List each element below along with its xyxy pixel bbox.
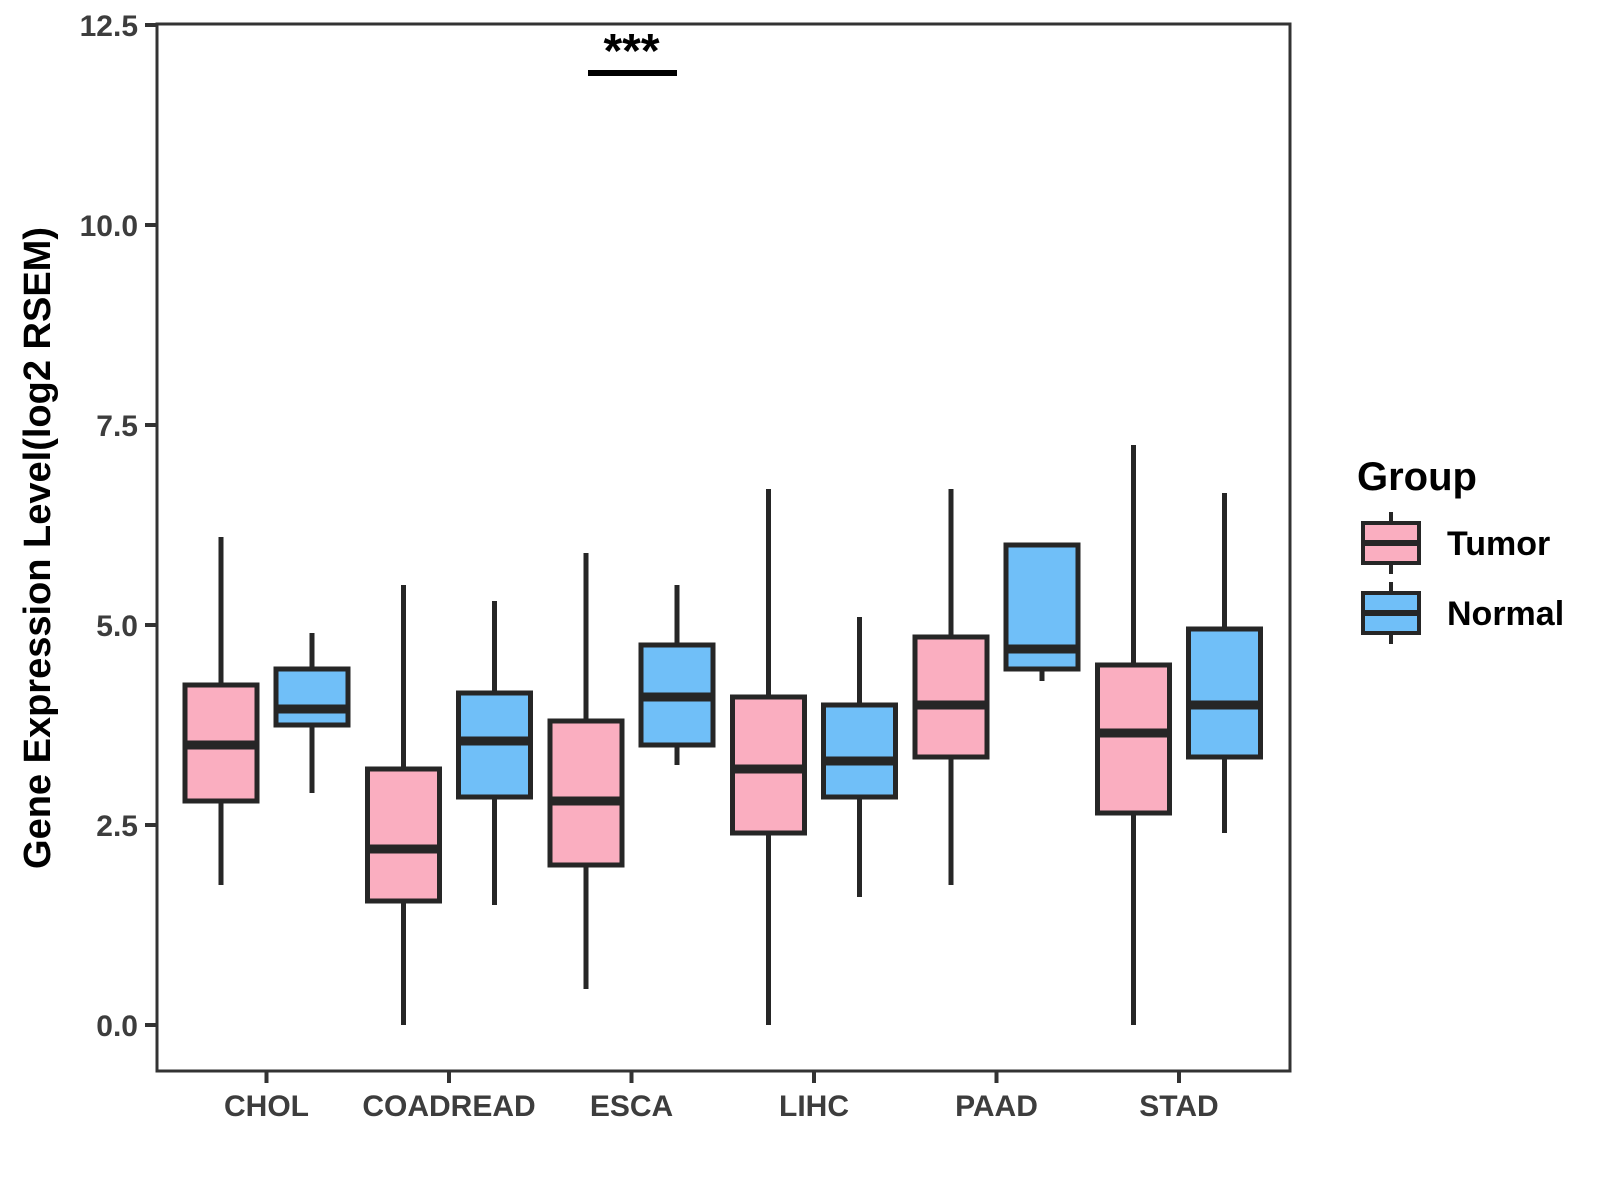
box-COADREAD-Normal: [456, 601, 533, 905]
y-axis-title: Gene Expression Level(log2 RSEM): [17, 227, 59, 869]
iqr-box-PAAD-Tumor: [912, 634, 990, 760]
iqr-box-LIHC-Normal: [821, 702, 898, 800]
legend-label-normal: Normal: [1447, 595, 1564, 633]
iqr-box-STAD-Tumor: [1095, 662, 1172, 816]
legend-title: Group: [1357, 455, 1477, 499]
y-axis-tick-label-10.0: 10.0: [80, 210, 138, 243]
box-LIHC-Normal: [821, 617, 898, 897]
box-ESCA-Tumor: [547, 553, 625, 989]
significance-label: ***: [603, 25, 659, 78]
iqr-box-CHOL-Normal: [273, 666, 351, 728]
x-axis-label-LIHC: LIHC: [779, 1090, 849, 1123]
box-CHOL-Normal: [273, 633, 351, 793]
y-axis-tick-label-0.0: 0.0: [96, 1010, 138, 1043]
x-axis-label-PAAD: PAAD: [955, 1090, 1038, 1123]
iqr-box-STAD-Normal: [1186, 626, 1263, 760]
panel-border: [155, 22, 1292, 1073]
y-axis-tick-label-7.5: 7.5: [96, 410, 138, 443]
box-PAAD-Tumor: [912, 489, 990, 885]
y-axis-tick-label-5.0: 5.0: [96, 610, 138, 643]
box-COADREAD-Tumor: [365, 585, 442, 1025]
box-STAD-Normal: [1186, 493, 1263, 833]
box-CHOL-Tumor: [182, 537, 260, 885]
y-axis-tick-label-2.5: 2.5: [96, 810, 138, 843]
x-axis-label-ESCA: ESCA: [590, 1090, 673, 1123]
x-axis-label-CHOL: CHOL: [224, 1090, 309, 1123]
box-ESCA-Normal: [638, 585, 716, 765]
legend-key-normal: Normal: [1361, 582, 1564, 644]
iqr-box-ESCA-Tumor: [547, 718, 625, 868]
box-LIHC-Tumor: [730, 489, 807, 1025]
x-axis-label-STAD: STAD: [1139, 1090, 1218, 1123]
y-axis-tick-label-12.5: 12.5: [80, 10, 138, 43]
legend: Group Tumor Normal: [1357, 455, 1564, 644]
iqr-box-COADREAD-Tumor: [365, 766, 442, 904]
box-PAAD-Normal: [1003, 542, 1081, 681]
box-STAD-Tumor: [1095, 445, 1172, 1025]
legend-label-tumor: Tumor: [1447, 525, 1550, 563]
x-axis-label-COADREAD: COADREAD: [362, 1090, 535, 1123]
legend-key-tumor: Tumor: [1361, 512, 1550, 574]
